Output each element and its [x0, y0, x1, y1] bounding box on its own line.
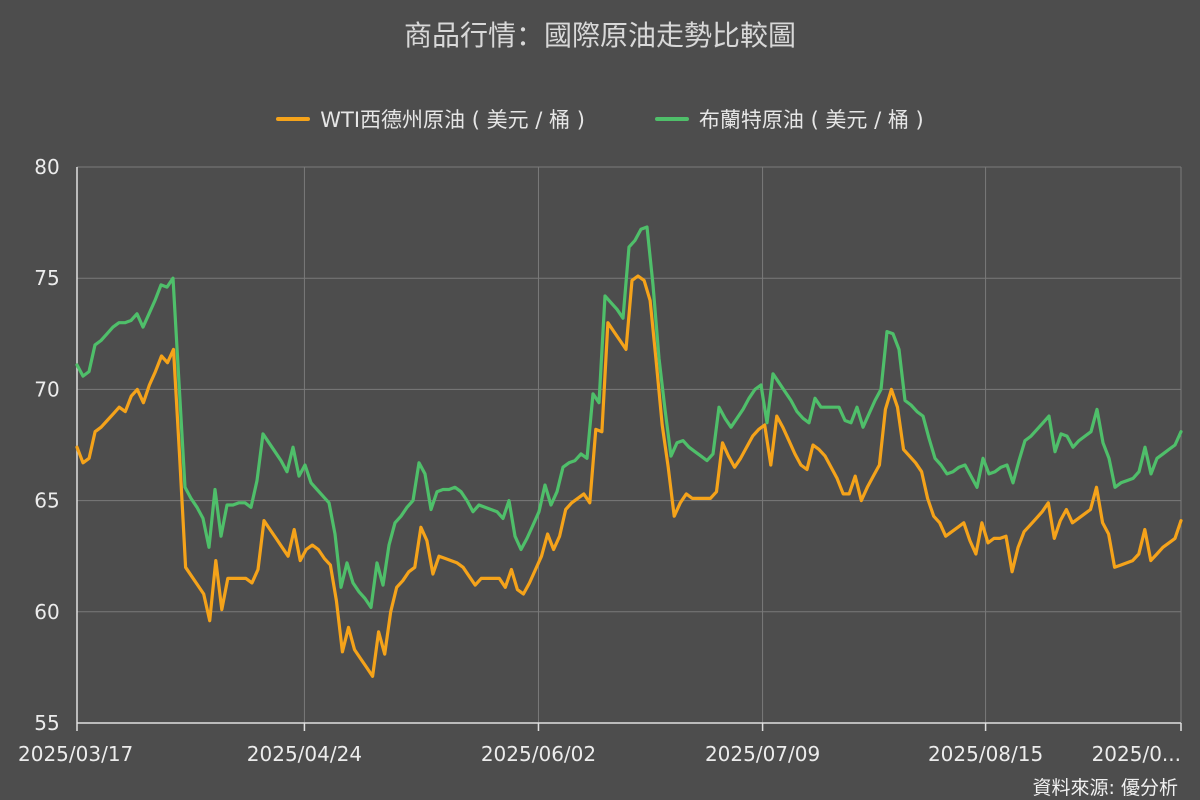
- x-tick-labels: 2025/03/17 2025/04/24 2025/06/02 2025/07/09…: [18, 742, 1181, 766]
- x-tick-label: 2025/08/15: [928, 742, 1043, 766]
- x-tick-label: 2025/07/09: [705, 742, 820, 766]
- legend-item-wti[interactable]: WTI西德州原油 ( 美元 / 桶 ): [276, 104, 585, 134]
- x-tick-label: 2025/03/17: [18, 742, 133, 766]
- y-tick-label: 70: [34, 377, 59, 401]
- legend-item-brent[interactable]: 布蘭特原油 ( 美元 / 桶 ): [654, 104, 924, 134]
- source-note: 資料來源: 優分析: [1032, 777, 1178, 799]
- x-tick-label: 2025/06/02: [481, 742, 596, 766]
- series-line-brent: [75, 225, 1183, 610]
- legend: WTI西德州原油 ( 美元 / 桶 ) 布蘭特原油 ( 美元 / 桶 ): [0, 104, 1200, 134]
- legend-swatch-wti: [276, 117, 311, 121]
- x-tick-label: 2025/0...: [1092, 742, 1181, 766]
- legend-label-wti: WTI西德州原油 ( 美元 / 桶 ): [320, 108, 585, 132]
- series-line-wti: [75, 274, 1183, 678]
- legend-swatch-brent: [654, 117, 689, 121]
- y-tick-label: 75: [34, 266, 59, 290]
- x-tick-label: 2025/04/24: [247, 742, 362, 766]
- y-tick-label: 65: [34, 489, 59, 513]
- y-tick-labels: 55 60 65 70 75 80: [34, 155, 59, 735]
- series-lines: [75, 225, 1183, 678]
- legend-label-brent: 布蘭特原油 ( 美元 / 桶 ): [698, 108, 924, 132]
- axes: [76, 167, 1182, 731]
- grid-lines: [76, 166, 1182, 723]
- y-tick-label: 55: [34, 711, 59, 735]
- chart-title: 商品行情：國際原油走勢比較圖: [403, 19, 796, 52]
- y-tick-label: 60: [34, 600, 59, 624]
- y-tick-label: 80: [34, 155, 59, 179]
